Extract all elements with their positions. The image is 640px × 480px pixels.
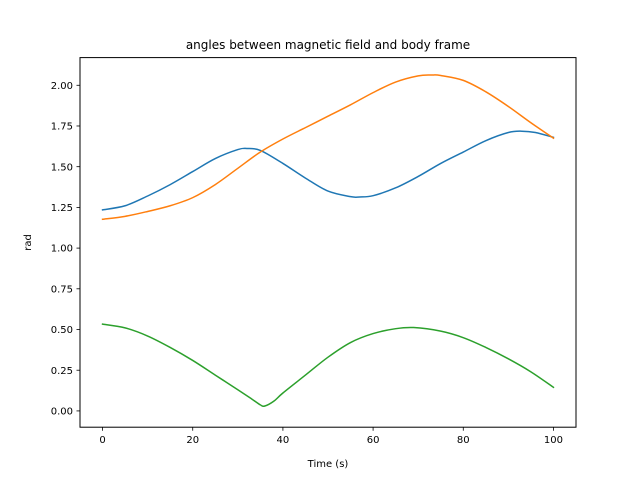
y-tick-label: 1.50 [51,162,73,173]
y-tick-label: 1.25 [51,203,73,214]
y-tick-label: 0.00 [51,407,73,418]
series-line-3 [101,323,555,408]
y-tick-label: 1.00 [51,244,73,255]
series-line-2 [101,74,555,221]
x-tick-label: 100 [544,435,563,446]
y-axis-ticks: 0.00 0.25 0.50 0.75 1.00 1.25 1.50 1.75 2.00 [51,81,80,418]
y-tick-label: 2.00 [51,81,73,92]
y-axis-label: rad [23,234,34,251]
series-line-1 [101,130,555,211]
x-tick-label: 80 [457,435,470,446]
y-tick-label: 0.50 [51,325,73,336]
plot-frame [79,57,577,428]
x-tick-label: 60 [367,435,380,446]
x-axis-ticks: 0 20 40 60 80 100 [99,427,563,446]
chart-title: angles between magnetic field and body f… [186,38,470,52]
series-layer [101,74,555,408]
y-tick-label: 0.75 [51,284,73,295]
y-tick-label: 1.75 [51,122,73,133]
y-tick-label: 0.25 [51,366,73,377]
x-tick-label: 40 [277,435,290,446]
x-axis-label: Time (s) [307,459,349,470]
x-tick-label: 0 [99,435,105,446]
x-tick-label: 20 [186,435,199,446]
